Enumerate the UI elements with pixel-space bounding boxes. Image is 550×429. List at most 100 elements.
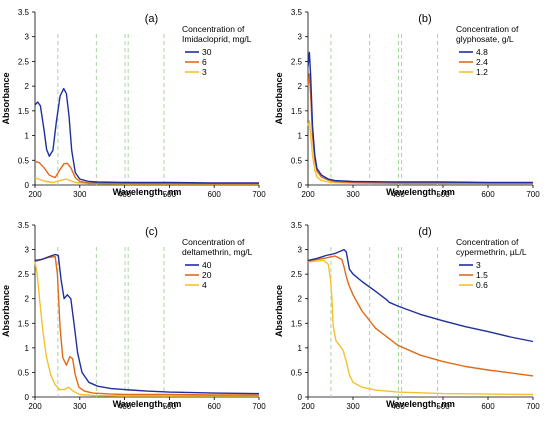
legend-entry-label: 3 xyxy=(202,67,207,77)
series-line xyxy=(34,87,259,184)
x-tick-label: 200 xyxy=(301,190,315,199)
legend-entry-label: 0.6 xyxy=(476,280,488,290)
legend-entry-label: 4 xyxy=(202,280,207,290)
panel-label: (a) xyxy=(145,13,158,25)
y-tick-label: 0 xyxy=(298,393,303,402)
y-tick-label: 1.5 xyxy=(18,107,30,116)
legend-title-line-2: deltamethrin, mg/L xyxy=(182,247,253,257)
x-tick-label: 400 xyxy=(391,190,405,199)
legend-entry-label: 40 xyxy=(202,260,212,270)
y-tick-label: 3 xyxy=(298,246,303,255)
x-tick-label: 500 xyxy=(436,190,450,199)
x-axis-title: Wavelength, nm xyxy=(113,399,182,409)
legend-title-line-2: Imidacloprid, mg/L xyxy=(182,34,252,44)
x-tick-label: 300 xyxy=(73,190,87,199)
x-tick-label: 300 xyxy=(346,402,360,411)
legend-entry-label: 20 xyxy=(202,270,212,280)
y-tick-label: 3 xyxy=(298,33,303,42)
x-tick-label: 600 xyxy=(481,190,495,199)
x-axis-title: Wavelength, nm xyxy=(386,399,455,409)
panel-c: 0 0.5 1 1.5 2 2.5 3 3.5 200 300 400 500 600 700 Abso… xyxy=(1,221,266,411)
series-line xyxy=(34,255,259,396)
y-tick-label: 1.5 xyxy=(291,107,303,116)
legend-entry-label: 6 xyxy=(202,57,207,67)
panel-b: 0 0.5 1 1.5 2 2.5 3 3.5 200 300 400 500 600 700 Abso… xyxy=(274,8,540,199)
y-tick-label: 1 xyxy=(25,132,30,141)
series-line xyxy=(307,255,534,377)
x-tick-label: 600 xyxy=(208,190,222,199)
y-tick-label: 0.5 xyxy=(291,156,303,165)
panel-label: (b) xyxy=(418,13,431,25)
legend-title-line-2: glyphosate, g/L xyxy=(456,34,514,44)
panel-d: 0 0.5 1 1.5 2 2.5 3 3.5 200 300 400 500 600 700 Abso… xyxy=(274,221,540,411)
series-line xyxy=(307,51,533,184)
y-tick-label: 0 xyxy=(298,181,303,190)
x-tick-label: 500 xyxy=(163,190,177,199)
x-tick-label: 600 xyxy=(208,402,222,411)
y-axis-title: Absorbance xyxy=(1,72,11,124)
y-axis-title: Absorbance xyxy=(1,285,11,337)
y-tick-label: 2 xyxy=(298,295,303,304)
y-tick-label: 2.5 xyxy=(291,270,303,279)
x-tick-label: 700 xyxy=(252,402,266,411)
y-tick-label: 1 xyxy=(25,344,30,353)
x-tick-label: 400 xyxy=(118,190,132,199)
panel-a: 0 0.5 1 1.5 2 2.5 3 3.5 200 300 400 500 600 700 Abso… xyxy=(1,8,266,199)
legend-entry-label: 2.4 xyxy=(476,57,488,67)
x-tick-label: 700 xyxy=(526,402,540,411)
x-tick-label: 400 xyxy=(391,402,405,411)
y-tick-label: 0.5 xyxy=(291,368,303,377)
legend-title-line-1: Concentration of xyxy=(182,237,245,247)
series-line xyxy=(34,160,259,185)
legend-entry-label: 1.2 xyxy=(476,67,488,77)
x-axis-title: Wavelength, nm xyxy=(386,187,455,197)
y-tick-label: 3 xyxy=(25,246,30,255)
series-line xyxy=(34,253,260,395)
legend-title-line-2: cypermethrin, µL/L xyxy=(456,247,527,257)
y-tick-label: 1.5 xyxy=(18,319,30,328)
legend-entry-label: 30 xyxy=(202,47,212,57)
x-tick-label: 200 xyxy=(28,190,42,199)
x-tick-label: 600 xyxy=(481,402,495,411)
y-tick-label: 2 xyxy=(25,82,30,91)
y-tick-label: 3.5 xyxy=(18,8,30,17)
legend-entry-label: 4.8 xyxy=(476,47,488,57)
x-tick-label: 200 xyxy=(301,402,315,411)
y-tick-label: 3 xyxy=(25,33,30,42)
y-tick-label: 1.5 xyxy=(291,319,303,328)
y-tick-label: 2 xyxy=(25,295,30,304)
series-line xyxy=(307,120,533,185)
x-tick-label: 300 xyxy=(346,190,360,199)
y-tick-label: 0 xyxy=(25,393,30,402)
y-tick-label: 2.5 xyxy=(18,270,30,279)
y-tick-label: 3.5 xyxy=(291,221,303,230)
y-axis-title: Absorbance xyxy=(274,72,284,124)
x-tick-label: 700 xyxy=(252,190,266,199)
panel-label: (d) xyxy=(418,226,431,238)
y-axis-title: Absorbance xyxy=(274,285,284,337)
x-tick-label: 500 xyxy=(436,402,450,411)
x-tick-label: 300 xyxy=(73,402,87,411)
series-line xyxy=(307,259,534,396)
y-tick-label: 1 xyxy=(298,132,303,141)
y-tick-label: 1 xyxy=(298,344,303,353)
y-tick-label: 0.5 xyxy=(18,368,30,377)
legend-title-line-1: Concentration of xyxy=(456,24,519,34)
legend-entry-label: 3 xyxy=(476,260,481,270)
x-tick-label: 500 xyxy=(163,402,177,411)
panel-label: (c) xyxy=(145,226,158,238)
series-line xyxy=(307,248,534,343)
y-tick-label: 2 xyxy=(298,82,303,91)
y-tick-label: 0.5 xyxy=(18,156,30,165)
series-line xyxy=(307,73,533,184)
y-tick-label: 0 xyxy=(25,181,30,190)
y-tick-label: 2.5 xyxy=(18,57,30,66)
y-tick-label: 3.5 xyxy=(18,221,30,230)
series-line xyxy=(34,261,259,397)
x-tick-label: 400 xyxy=(118,402,132,411)
y-tick-label: 2.5 xyxy=(291,57,303,66)
legend-title-line-1: Concentration of xyxy=(456,237,519,247)
x-tick-label: 700 xyxy=(526,190,540,199)
x-tick-label: 200 xyxy=(28,402,42,411)
